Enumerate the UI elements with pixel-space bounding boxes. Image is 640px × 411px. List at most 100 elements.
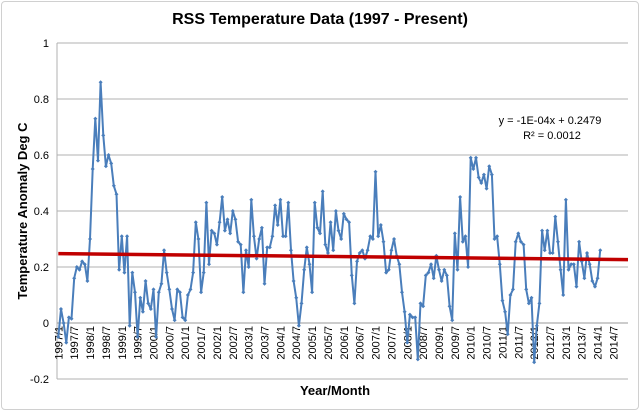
data-point (558, 267, 563, 272)
data-point (357, 251, 362, 255)
data-point (323, 242, 328, 247)
data-point (331, 248, 336, 253)
data-point (69, 316, 74, 321)
data-point (415, 357, 420, 362)
data-point (516, 231, 521, 236)
data-point (407, 312, 412, 317)
data-point (238, 242, 243, 247)
data-point (492, 237, 497, 241)
data-point (77, 267, 82, 272)
data-point (98, 80, 103, 85)
x-tick-label: 2000/1 (148, 326, 160, 360)
data-point (302, 267, 307, 272)
data-point (484, 186, 489, 191)
data-point (336, 228, 341, 233)
data-point (497, 262, 502, 267)
data-point (294, 295, 299, 300)
data-point (132, 290, 137, 295)
x-tick-label: 2013/1 (561, 326, 573, 360)
data-point (561, 293, 566, 297)
data-point (508, 293, 513, 297)
x-tick-label: 2001/7 (196, 326, 208, 360)
x-tick-label: 1997/7 (69, 326, 81, 360)
data-point (122, 270, 127, 275)
data-point (230, 209, 235, 213)
data-point (85, 279, 90, 283)
y-tick-label: 0.2 (34, 262, 49, 274)
data-point (156, 290, 161, 295)
data-point (209, 228, 214, 233)
data-point (503, 309, 508, 314)
data-point (140, 309, 145, 314)
data-point (312, 200, 317, 205)
data-point (341, 211, 346, 216)
data-point (373, 169, 378, 174)
data-point (90, 167, 95, 171)
x-tick-label: 2011/7 (513, 326, 525, 359)
data-point (521, 242, 526, 247)
x-tick-label: 2009/7 (450, 326, 462, 360)
data-point (244, 248, 249, 253)
data-point (148, 307, 153, 311)
data-point (553, 214, 558, 219)
data-point (410, 315, 415, 320)
x-tick-label: 1999/1 (117, 326, 129, 360)
x-tick-label: 2006/7 (355, 326, 367, 360)
data-point (529, 295, 534, 300)
data-point (286, 200, 291, 205)
data-point (188, 287, 193, 292)
data-point (545, 228, 550, 233)
data-point (555, 239, 560, 244)
data-point (444, 273, 449, 278)
data-point (185, 293, 190, 297)
data-point (159, 281, 164, 286)
data-point (299, 301, 304, 306)
data-point (204, 200, 209, 205)
data-point (384, 270, 389, 275)
data-point (344, 217, 349, 222)
data-point (447, 304, 452, 309)
data-point (442, 267, 447, 272)
data-point (376, 234, 381, 239)
data-point (95, 158, 100, 163)
x-tick-label: 2000/7 (164, 326, 176, 360)
data-point (563, 197, 568, 202)
data-point (347, 220, 352, 225)
data-point (254, 256, 259, 261)
trendline-r-squared: R² = 0.0012 (523, 130, 581, 142)
data-point (288, 248, 293, 253)
data-point (175, 287, 180, 292)
data-point (534, 323, 539, 328)
data-point (143, 279, 148, 283)
data-point (524, 287, 529, 292)
x-tick-label: 2003/7 (260, 326, 272, 360)
x-tick-label: 1998/7 (101, 326, 113, 360)
data-point (598, 248, 603, 253)
data-point (106, 153, 111, 157)
data-point (177, 290, 182, 295)
data-point (511, 287, 516, 292)
data-point (532, 360, 537, 365)
data-point (421, 304, 426, 309)
trendline-equation: y = -1E-04x + 0.2479 (499, 115, 602, 127)
y-tick-label: 0.4 (34, 206, 49, 218)
x-tick-label: 2010/1 (466, 326, 478, 360)
data-point (518, 239, 523, 244)
data-point (199, 290, 204, 295)
data-point (275, 223, 280, 227)
data-point (320, 189, 325, 194)
data-point (220, 195, 225, 199)
data-point (193, 220, 198, 225)
data-point (93, 116, 98, 121)
data-point (590, 279, 595, 283)
data-point (101, 133, 106, 138)
data-point (458, 195, 463, 199)
x-tick-label: 1998/1 (85, 326, 97, 360)
data-point (318, 231, 323, 236)
data-point (397, 262, 402, 267)
data-point (259, 225, 264, 230)
data-point (452, 231, 457, 236)
data-point (381, 239, 386, 244)
data-point (283, 234, 288, 239)
data-point (304, 245, 309, 250)
